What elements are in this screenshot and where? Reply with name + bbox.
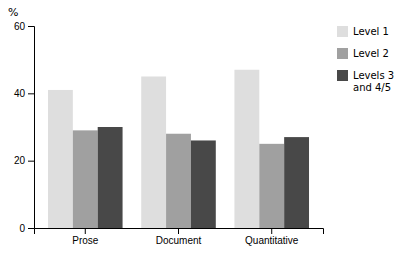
x-tick-mark [178,228,179,234]
bars [48,70,309,228]
bar-series [98,127,309,228]
x-axis-line [35,229,324,235]
legend-label-line: Level 1 [353,26,389,37]
bar [73,130,98,228]
y-tick-mark [28,93,34,94]
bar [166,134,191,228]
legend-label: Level 1 [353,26,389,37]
x-tick-mark [271,228,272,234]
bar-series [48,70,259,228]
y-tick: 40 [14,88,34,99]
y-tick: 0 [19,223,34,234]
legend-label-line: Levels 3 [353,70,394,81]
legend-item: Level 1 [337,26,389,37]
bar [48,90,73,228]
legend-item: Levels 3and 4/5 [337,70,394,93]
y-axis: 0 20 40 60 [14,21,35,234]
y-label: % [8,6,18,19]
y-tick-label: 0 [19,223,25,234]
plot: 0 20 40 60 Prose Document Quantitative [14,21,324,246]
y-axis-line [28,27,35,229]
y-tick-mark [28,161,34,162]
legend-label: Level 2 [353,48,389,59]
legend-item: Level 2 [337,48,389,59]
y-tick: 20 [14,155,34,166]
x-axis: Prose Document Quantitative [35,228,324,246]
y-tick-mark [28,228,34,229]
bar [191,140,216,228]
bar [98,127,123,228]
y-tick-label: 40 [14,88,26,99]
bar [141,77,166,229]
x-tick: Document [156,228,202,246]
x-tick-label: Quantitative [245,235,299,246]
y-tick-label: 20 [14,155,26,166]
x-tick: Prose [72,228,99,246]
legend-swatch [337,26,348,37]
x-tick-label: Prose [72,235,99,246]
y-tick-label: 60 [14,21,26,32]
x-tick-label: Document [156,235,202,246]
legend-label-line: Level 2 [353,48,389,59]
legend: Level 1 Level 2 Levels 3and 4/5 [337,26,394,93]
legend-swatch [337,70,348,81]
bar [284,137,309,228]
y-tick: 60 [14,21,34,32]
legend-swatch [337,48,348,59]
chart: 0 20 40 60 Prose Document Quantitative% Level 1… [0,0,415,254]
x-tick: Quantitative [245,228,299,246]
bar [234,70,259,228]
y-tick-mark [28,26,34,27]
x-tick-mark [85,228,86,234]
legend-label-line: and 4/5 [353,82,391,93]
bar [259,144,284,228]
legend-label: Levels 3and 4/5 [353,70,394,93]
